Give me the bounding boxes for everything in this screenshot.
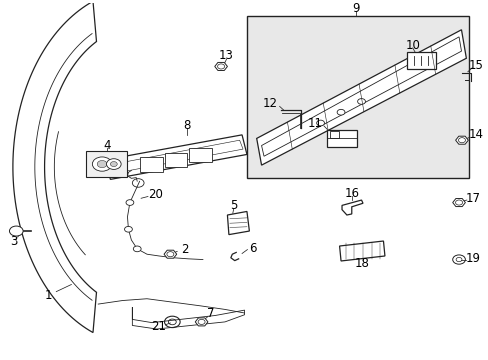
Text: 11: 11 xyxy=(307,117,322,130)
Text: 5: 5 xyxy=(230,199,237,212)
Text: 19: 19 xyxy=(464,252,479,265)
Circle shape xyxy=(452,255,465,264)
Polygon shape xyxy=(261,37,461,156)
Text: 15: 15 xyxy=(468,59,483,72)
Text: 4: 4 xyxy=(103,139,110,152)
Circle shape xyxy=(455,257,461,262)
Polygon shape xyxy=(13,1,96,333)
Circle shape xyxy=(336,109,344,115)
Circle shape xyxy=(9,226,23,236)
Circle shape xyxy=(316,120,324,126)
Circle shape xyxy=(106,159,121,170)
Circle shape xyxy=(357,99,365,104)
Text: 8: 8 xyxy=(183,120,190,132)
FancyBboxPatch shape xyxy=(140,157,162,172)
Polygon shape xyxy=(256,30,466,165)
Bar xyxy=(327,130,356,147)
Bar xyxy=(246,15,468,177)
Text: 1: 1 xyxy=(44,289,52,302)
FancyBboxPatch shape xyxy=(164,153,187,167)
Circle shape xyxy=(458,138,465,143)
Circle shape xyxy=(124,226,132,232)
Text: 17: 17 xyxy=(464,192,479,205)
Text: 9: 9 xyxy=(351,2,359,15)
Circle shape xyxy=(132,179,144,187)
Circle shape xyxy=(92,157,112,171)
Circle shape xyxy=(168,319,176,325)
Polygon shape xyxy=(227,211,249,235)
FancyBboxPatch shape xyxy=(406,52,435,69)
Text: 16: 16 xyxy=(344,187,359,200)
Text: 21: 21 xyxy=(150,320,165,333)
Circle shape xyxy=(133,246,141,252)
Text: 10: 10 xyxy=(405,39,419,51)
Circle shape xyxy=(97,161,107,168)
Bar xyxy=(329,131,338,138)
Circle shape xyxy=(217,64,224,69)
Text: 12: 12 xyxy=(263,97,277,110)
Circle shape xyxy=(455,200,462,205)
FancyBboxPatch shape xyxy=(189,148,212,162)
Circle shape xyxy=(198,319,204,324)
FancyBboxPatch shape xyxy=(86,151,127,176)
Polygon shape xyxy=(339,241,384,261)
Text: 2: 2 xyxy=(181,243,188,256)
Text: 18: 18 xyxy=(354,257,369,270)
Circle shape xyxy=(166,252,174,257)
Text: 7: 7 xyxy=(206,307,214,320)
Circle shape xyxy=(126,200,134,206)
Text: 13: 13 xyxy=(219,49,233,62)
Polygon shape xyxy=(108,140,243,174)
Text: 3: 3 xyxy=(11,234,18,248)
Text: 20: 20 xyxy=(148,188,163,201)
Text: 14: 14 xyxy=(468,129,483,141)
Circle shape xyxy=(164,316,180,328)
Polygon shape xyxy=(105,135,246,179)
Polygon shape xyxy=(341,200,362,215)
Circle shape xyxy=(110,162,117,167)
Text: 6: 6 xyxy=(249,242,257,255)
